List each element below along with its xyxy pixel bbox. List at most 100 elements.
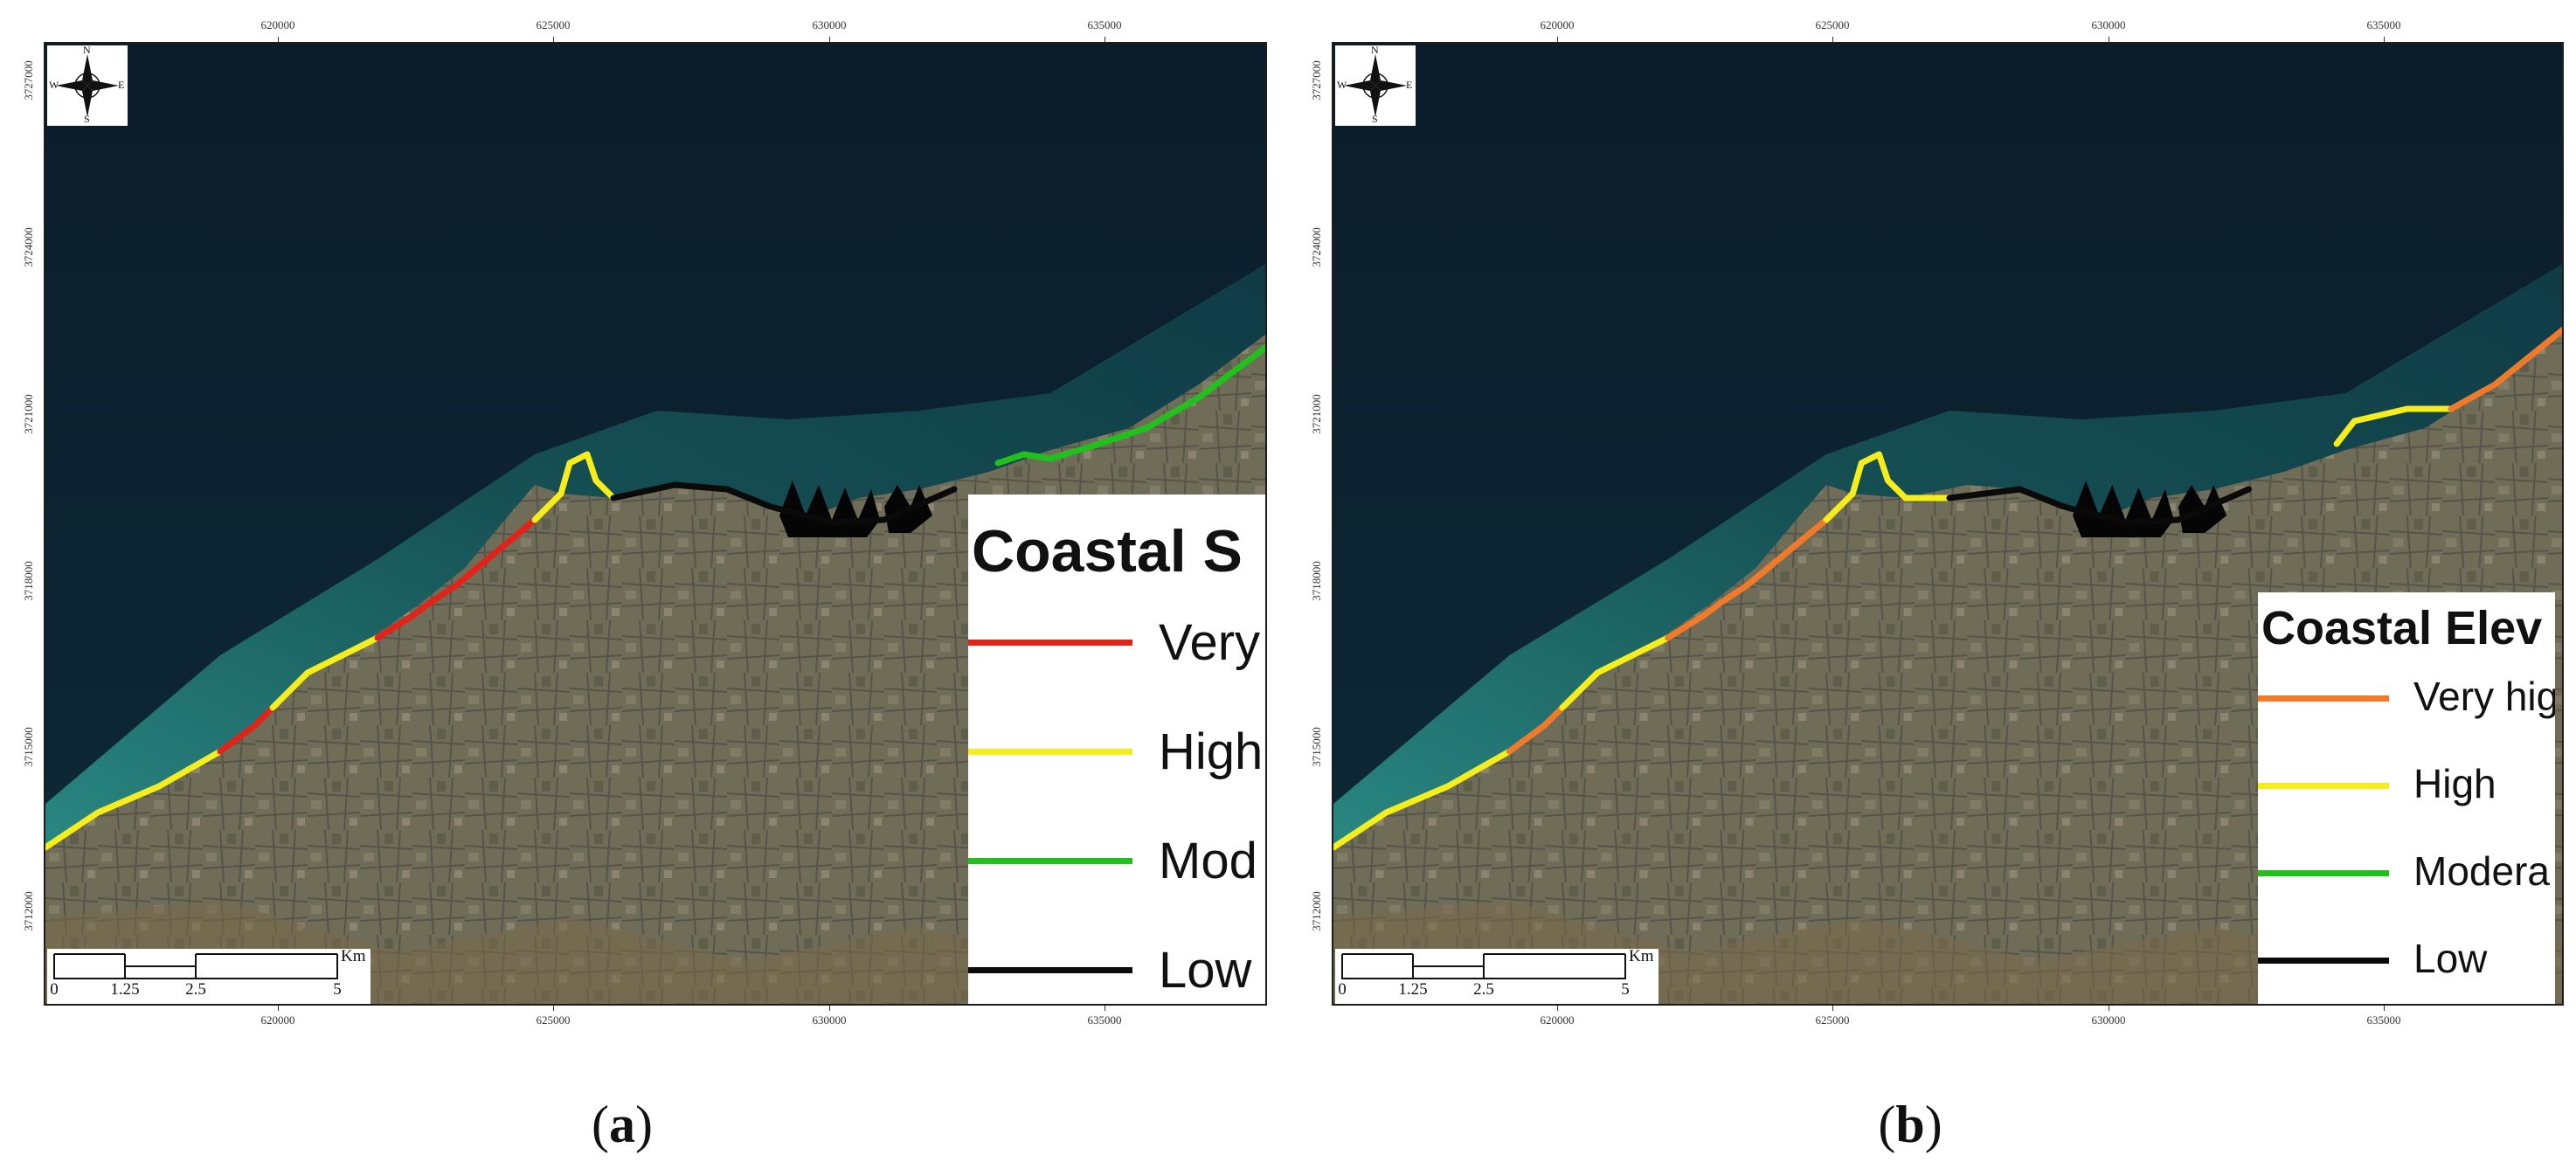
- coastline-segment: [1506, 704, 1566, 755]
- satellite-map: N S E W 0 1.25 2.5 5 Km Coastal Elev: [1332, 42, 2564, 1006]
- legend: Coastal S Very High Mod Low: [968, 495, 1265, 1004]
- north-arrow: N S E W: [1335, 44, 1416, 126]
- tick-mark: [553, 37, 554, 42]
- east-label: E: [1406, 79, 1413, 91]
- scale-bar-graphic: [1341, 953, 1626, 979]
- map-panel-b: 620000 625000 630000 635000 3727000 3724…: [1288, 0, 2576, 1162]
- x-tick-bottom: 635000: [2366, 1013, 2401, 1027]
- scale-label: 0: [50, 980, 59, 999]
- y-tick-left: 3727000: [1310, 60, 1323, 100]
- legend-swatch: [968, 967, 1132, 973]
- y-tick-left: 3712000: [22, 891, 35, 931]
- south-label: S: [1372, 113, 1378, 125]
- y-tick-left: 3715000: [1310, 727, 1323, 767]
- satellite-map: N S E W 0 1.25 2.5 5 Km Coastal S: [44, 42, 1267, 1006]
- coastline-segment: [269, 634, 381, 711]
- scale-label: 5: [333, 980, 342, 999]
- panel-caption: (b): [1878, 1096, 1942, 1153]
- y-tick-left: 3721000: [1310, 394, 1323, 434]
- y-tick-left: 3715000: [22, 727, 35, 767]
- legend-swatch: [2258, 870, 2389, 876]
- scale-bar: 0 1.25 2.5 5 Km: [47, 947, 370, 1004]
- north-label: N: [1371, 44, 1379, 56]
- caption-letter: a: [609, 1096, 635, 1153]
- legend-label: High: [1159, 723, 1264, 780]
- y-tick-left: 3727000: [22, 60, 35, 100]
- coastline-segment: [767, 486, 958, 526]
- legend-label: High: [2413, 761, 2496, 806]
- scale-label: 1.25: [110, 980, 140, 999]
- west-label: W: [1337, 79, 1347, 91]
- south-label: S: [84, 113, 90, 125]
- tick-mark: [553, 1006, 554, 1011]
- y-tick-left: 3718000: [22, 561, 35, 601]
- scale-bar: 0 1.25 2.5 5 Km: [1335, 947, 1658, 1004]
- panel-caption: (a): [592, 1096, 653, 1153]
- x-tick-bottom: 620000: [1540, 1013, 1575, 1027]
- y-tick-left: 3721000: [22, 394, 35, 434]
- x-tick-bottom: 630000: [2091, 1013, 2126, 1027]
- coastline-segment: [610, 481, 774, 510]
- x-tick-top: 635000: [1087, 18, 1122, 31]
- x-tick-top: 635000: [2366, 18, 2401, 31]
- tick-mark: [1557, 37, 1558, 42]
- x-tick-top: 625000: [536, 18, 571, 31]
- coastline-segment: [1823, 451, 1953, 523]
- legend-swatch: [2258, 783, 2389, 789]
- west-label: W: [49, 79, 59, 91]
- coastline-segment: [2333, 405, 2455, 447]
- y-tick-left: 3718000: [1310, 561, 1323, 601]
- tick-mark: [278, 37, 279, 42]
- x-tick-bottom: 625000: [1815, 1013, 1850, 1027]
- tick-mark: [1832, 1006, 1833, 1011]
- scale-label: 5: [1621, 980, 1630, 999]
- north-label: N: [83, 44, 91, 56]
- legend: Coastal Elev Very hig High Modera Low: [2258, 592, 2555, 1004]
- legend-label: Low: [2413, 936, 2488, 981]
- x-tick-top: 620000: [260, 18, 295, 31]
- x-tick-bottom: 630000: [812, 1013, 847, 1027]
- scale-label: 2.5: [185, 980, 206, 999]
- legend-swatch: [968, 749, 1132, 755]
- tick-mark: [2384, 37, 2385, 42]
- x-tick-top: 630000: [812, 18, 847, 31]
- compass-rose-icon: [1344, 54, 1407, 117]
- coastline-segment: [1559, 634, 1672, 711]
- legend-label: Mod: [1159, 833, 1257, 889]
- legend-label: Modera: [2413, 848, 2550, 894]
- scale-label: 1.25: [1398, 980, 1428, 999]
- map-panel-a: 620000 625000 630000 635000 3727000 3724…: [0, 0, 1276, 1162]
- legend-label: Low: [1159, 942, 1252, 999]
- x-tick-top: 620000: [1540, 18, 1575, 31]
- legend-title: Coastal S: [972, 518, 1243, 584]
- coastline-segment: [45, 748, 224, 851]
- tick-mark: [829, 37, 830, 42]
- x-tick-bottom: 635000: [1087, 1013, 1122, 1027]
- north-arrow: N S E W: [47, 44, 128, 126]
- tick-mark: [1104, 1006, 1105, 1011]
- y-tick-left: 3724000: [22, 227, 35, 267]
- scale-bar-graphic: [53, 953, 338, 979]
- scale-label: 2.5: [1473, 980, 1494, 999]
- legend-swatch: [2258, 958, 2389, 964]
- x-tick-bottom: 620000: [260, 1013, 295, 1027]
- y-tick-left: 3724000: [1310, 227, 1323, 267]
- legend-swatch: [2258, 695, 2389, 702]
- x-tick-top: 625000: [1815, 18, 1850, 31]
- coastline-segment: [1665, 516, 1830, 641]
- coastline-segment: [374, 516, 538, 641]
- tick-mark: [278, 1006, 279, 1011]
- x-tick-bottom: 625000: [536, 1013, 571, 1027]
- coastline-segment: [217, 704, 276, 755]
- compass-rose-icon: [56, 54, 119, 117]
- tick-mark: [829, 1006, 830, 1011]
- coastline-segment: [531, 451, 617, 523]
- coastline-segment: [1946, 486, 2252, 526]
- legend-label: Very hig: [2413, 674, 2555, 719]
- legend-swatch: [968, 640, 1132, 646]
- legend-swatch: [968, 858, 1132, 864]
- coastline-segment: [994, 343, 1265, 467]
- x-tick-top: 630000: [2091, 18, 2126, 31]
- legend-label: Very: [1159, 614, 1261, 671]
- scale-unit: Km: [341, 947, 366, 965]
